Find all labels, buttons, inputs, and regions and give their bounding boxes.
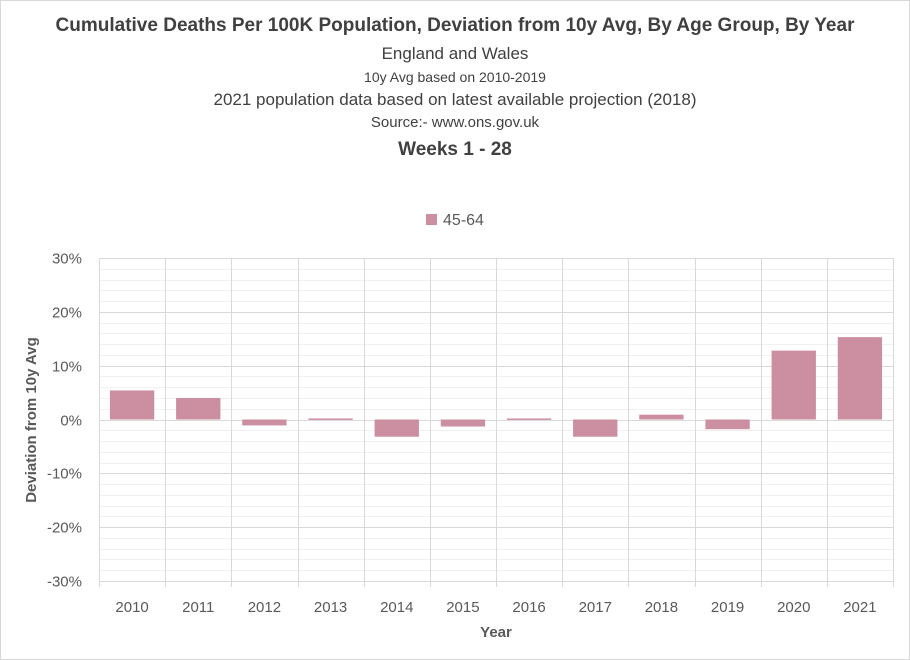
legend-swatch [426,214,438,226]
chart-subtitle-source: Source:- www.ons.gov.uk [370,114,540,131]
plot-border [99,258,894,582]
bar [242,419,287,426]
chart-subtitle-average-basis: 10y Avg based on 2010-2019 [364,69,546,85]
y-tick-label: 10% [52,359,82,376]
y-tick-label: -20% [47,520,82,537]
x-tick-label: 2011 [182,599,214,616]
bar [176,397,221,420]
y-tick-label: 20% [52,305,82,322]
y-tick-label: 0% [60,413,82,430]
x-tick-label: 2015 [446,599,479,616]
y-tick-labels: 30% 20% 10% 0% -10% -20% -30% [47,251,82,591]
y-tick-label: -30% [47,574,82,591]
y-tick-label: -10% [47,466,82,483]
x-tick-label: 2013 [314,599,347,616]
bar [506,418,552,420]
bar [374,419,419,437]
bar [573,419,618,437]
x-tick-label: 2014 [380,599,413,616]
chart-title-block: Cumulative Deaths Per 100K Population, D… [0,12,910,164]
legend-label: 45-64 [443,212,484,229]
chart-title: Cumulative Deaths Per 100K Population, D… [55,15,855,36]
bar [639,414,684,420]
bar [705,419,750,430]
x-axis-title: Year [480,624,512,641]
plot-area-border [99,258,894,582]
x-tick-labels: 2010 2011 2012 2013 2014 2015 2016 2017 2018 2019… [115,599,876,616]
chart-subtitle-population-note: 2021 population data based on latest ava… [213,90,697,109]
x-tick-label: 2010 [115,599,148,616]
bar [771,350,816,420]
x-tick-label: 2020 [777,599,810,616]
x-tick-label: 2017 [579,599,612,616]
bar [109,390,155,420]
x-tick-label: 2019 [711,599,744,616]
x-tick-label: 2018 [645,599,678,616]
chart-subtitle-region: England and Wales [381,44,529,63]
bars [109,337,883,437]
category-dividers [99,258,894,587]
bar [440,419,486,427]
x-tick-label: 2016 [512,599,545,616]
y-axis-title: Deviation from 10y Avg [23,337,40,503]
x-tick-label: 2012 [248,599,281,616]
y-tick-label: 30% [52,251,82,268]
x-tick-label: 2021 [843,599,876,616]
chart-period-label: Weeks 1 - 28 [398,139,512,160]
bar [308,418,353,420]
chart-legend: 45-64 [0,212,910,230]
bar [837,337,883,420]
